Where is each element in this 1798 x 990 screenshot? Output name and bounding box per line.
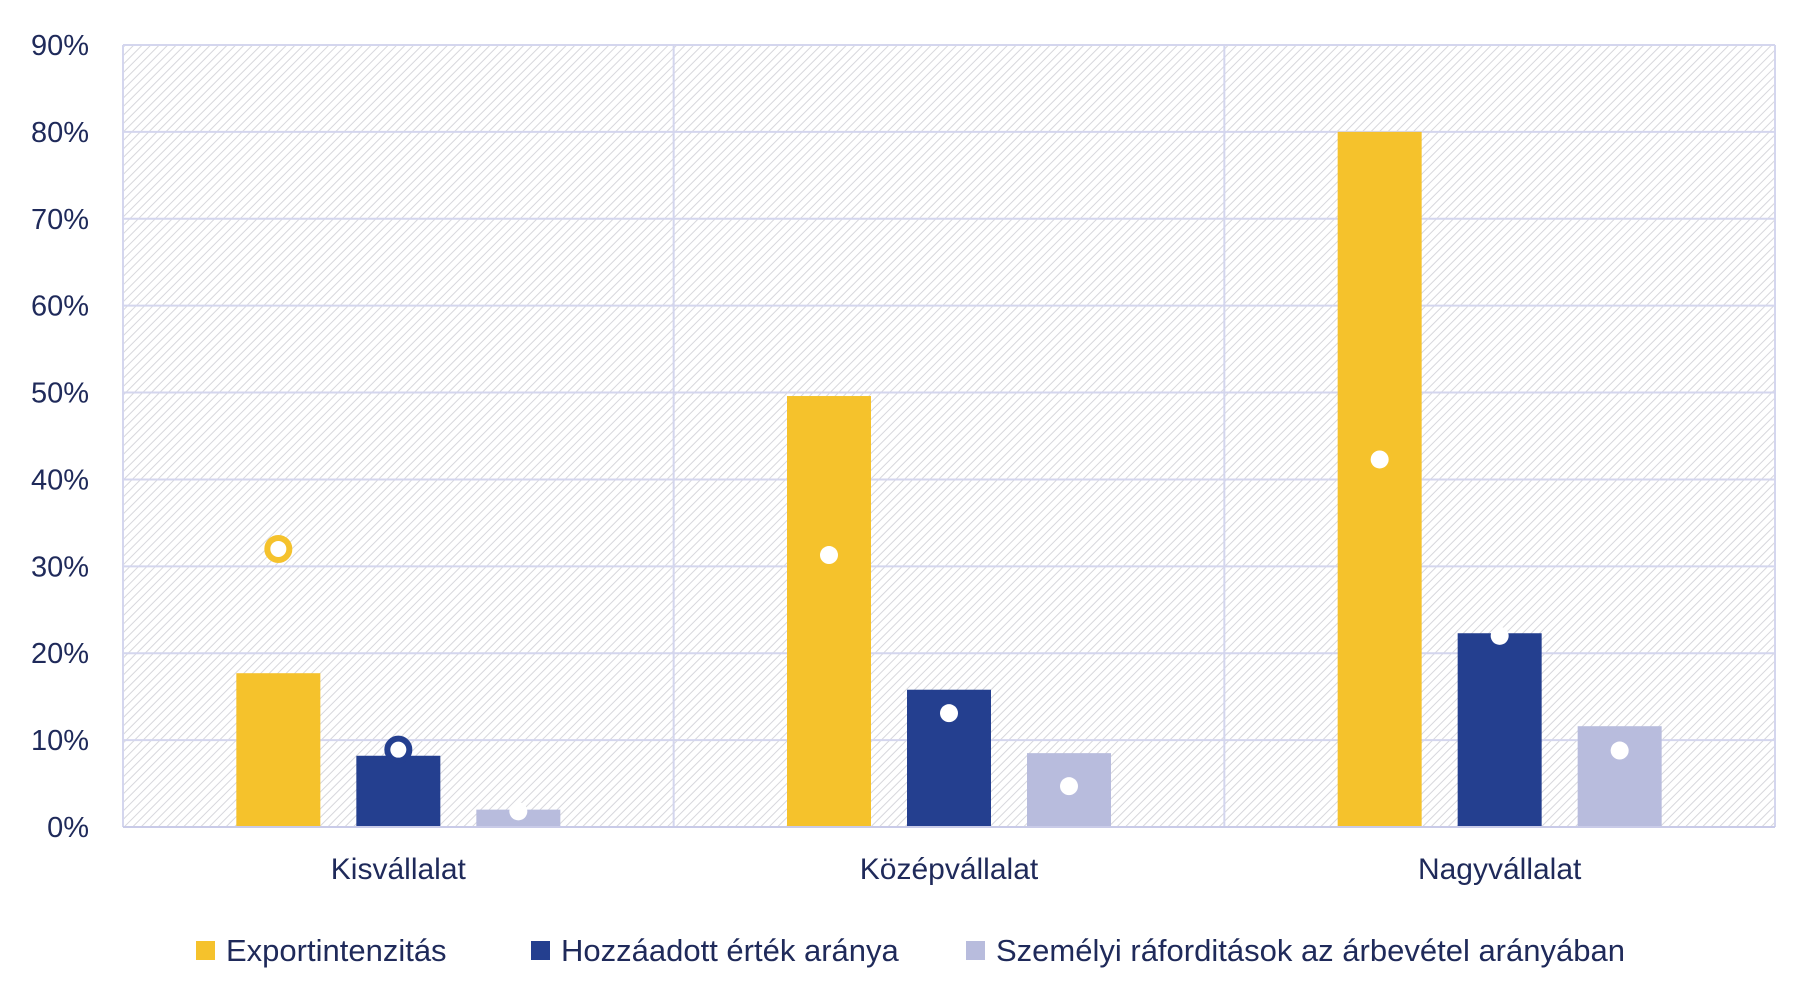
marker-3-2 [1060,777,1078,796]
y-tick-label: 60% [31,291,89,323]
x-tick-label: Kisvállalat [331,853,467,886]
legend-item-1: Exportintenzitás [196,933,447,968]
x-tick-label: Középvállalat [860,853,1039,886]
legend-label: Hozzáadott érték aránya [561,933,900,968]
bar-1-1 [236,673,321,827]
y-axis: 0% 10% 20% 30% 40% 50% 60% 70% 80% 90% [31,30,89,844]
x-tick-label: Nagyvállalat [1418,853,1582,886]
bar-2-1 [356,755,441,827]
y-tick-label: 0% [47,812,89,844]
y-tick-label: 40% [31,464,89,496]
bar-2-3 [1457,633,1542,827]
markers [264,450,1629,821]
marker-2-1 [384,735,413,764]
y-tick-label: 90% [31,30,89,62]
legend-swatch [966,941,985,960]
marker-3-1 [509,802,528,821]
x-axis: Kisvállalat Középvállalat Nagyvállalat [123,826,1775,886]
y-tick-label: 50% [31,378,89,410]
legend: Exportintenzitás Hozzáadott érték aránya S… [196,933,1625,968]
marker-2-3 [1490,626,1509,645]
marker-3-3 [1610,741,1629,760]
legend-swatch [196,941,215,960]
bar-1-3 [1337,131,1422,827]
y-tick-label: 80% [31,117,89,149]
y-tick-label: 30% [31,551,89,583]
legend-item-2: Hozzáadott érték aránya [531,933,900,968]
legend-item-3: Személyi ráforditások az árbevétel arány… [966,933,1625,968]
y-tick-label: 10% [31,725,89,757]
bar-3-3 [1577,726,1662,827]
y-tick-label: 20% [31,638,89,670]
legend-swatch [531,941,550,960]
marker-1-1 [264,534,293,563]
marker-1-2 [820,546,838,565]
y-tick-label: 70% [31,204,89,236]
legend-label: Exportintenzitás [226,933,447,968]
legend-label: Személyi ráforditások az árbevétel arány… [996,933,1625,968]
marker-2-2 [940,704,958,723]
marker-1-3 [1370,450,1389,469]
bar-1-2 [787,396,871,827]
